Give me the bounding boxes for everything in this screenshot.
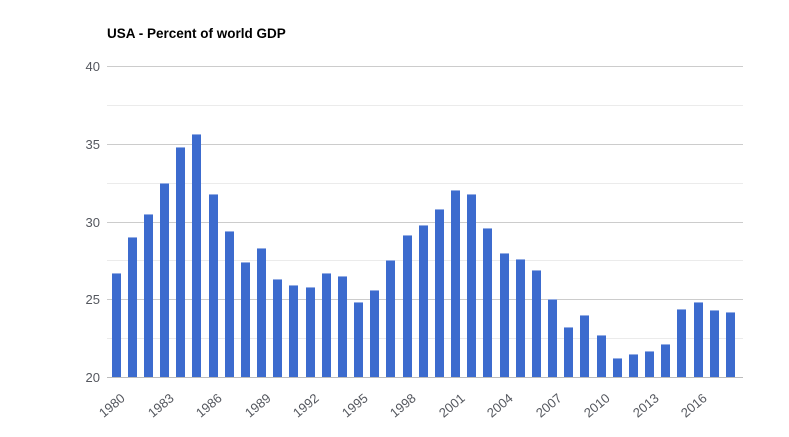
y-tick-label-35: 35 [85,136,100,152]
minor-gridline [107,104,743,106]
bar-1995[interactable] [354,302,364,377]
y-tick-label-40: 40 [85,59,100,74]
x-axis-baseline [107,377,743,378]
bar-1991[interactable] [289,285,299,377]
bar-2015[interactable] [677,308,687,377]
bar-2001[interactable] [451,190,461,377]
minor-gridline [107,182,743,184]
x-tick-label-2001: 2001 [435,390,468,421]
major-gridline [107,221,743,223]
x-tick-label-1983: 1983 [144,390,177,421]
bar-2005[interactable] [515,258,525,377]
bar-2011[interactable] [612,358,622,377]
bar-2003[interactable] [483,227,493,377]
chart-title: USA - Percent of world GDP [107,26,286,41]
bar-1990[interactable] [273,279,283,377]
bar-2016[interactable] [693,302,703,377]
bar-1983[interactable] [160,182,169,377]
bar-1982[interactable] [143,213,153,377]
bar-1993[interactable] [321,272,331,377]
x-tick-label-2013: 2013 [629,390,662,421]
x-tick-label-2007: 2007 [532,390,565,421]
x-tick-label-1992: 1992 [290,390,322,421]
y-tick-label-30: 30 [85,214,100,230]
bar-1992[interactable] [305,286,315,377]
bar-1989[interactable] [257,247,267,377]
bar-1994[interactable] [337,275,347,377]
x-tick-label-1998: 1998 [387,390,419,421]
bar-1996[interactable] [370,289,380,377]
bar-2004[interactable] [499,252,509,377]
bar-2014[interactable] [661,344,671,377]
bar-1984[interactable] [176,146,186,377]
bar-2006[interactable] [531,269,541,377]
x-tick-label-1995: 1995 [338,390,371,421]
y-tick-label-25: 25 [85,292,100,308]
bar-2009[interactable] [580,314,590,377]
x-tick-label-1980: 1980 [95,390,128,421]
bar-1981[interactable] [127,237,137,377]
bar-2018[interactable] [725,311,735,377]
bar-2012[interactable] [628,353,638,377]
bar-2002[interactable] [467,193,477,377]
major-gridline [107,66,743,67]
bar-2000[interactable] [434,209,444,377]
bar-1997[interactable] [386,260,396,377]
bar-1999[interactable] [418,224,428,377]
bar-2008[interactable] [564,327,574,377]
bar-2010[interactable] [596,335,606,377]
x-tick-label-2004: 2004 [484,390,516,421]
bar-1988[interactable] [240,261,250,377]
y-tick-label-20: 20 [85,370,100,385]
x-tick-label-2010: 2010 [581,390,613,421]
bar-1987[interactable] [224,230,234,377]
bar-1985[interactable] [192,134,202,377]
bar-1986[interactable] [208,193,218,377]
major-gridline [107,143,743,145]
x-tick-label-1989: 1989 [241,390,274,421]
x-tick-label-1986: 1986 [193,390,225,421]
bar-2007[interactable] [548,299,558,377]
bar-1980[interactable] [111,272,121,377]
bar-1998[interactable] [402,235,412,377]
x-tick-label-2016: 2016 [678,390,710,421]
bar-2017[interactable] [709,310,719,377]
bar-2013[interactable] [645,350,655,377]
